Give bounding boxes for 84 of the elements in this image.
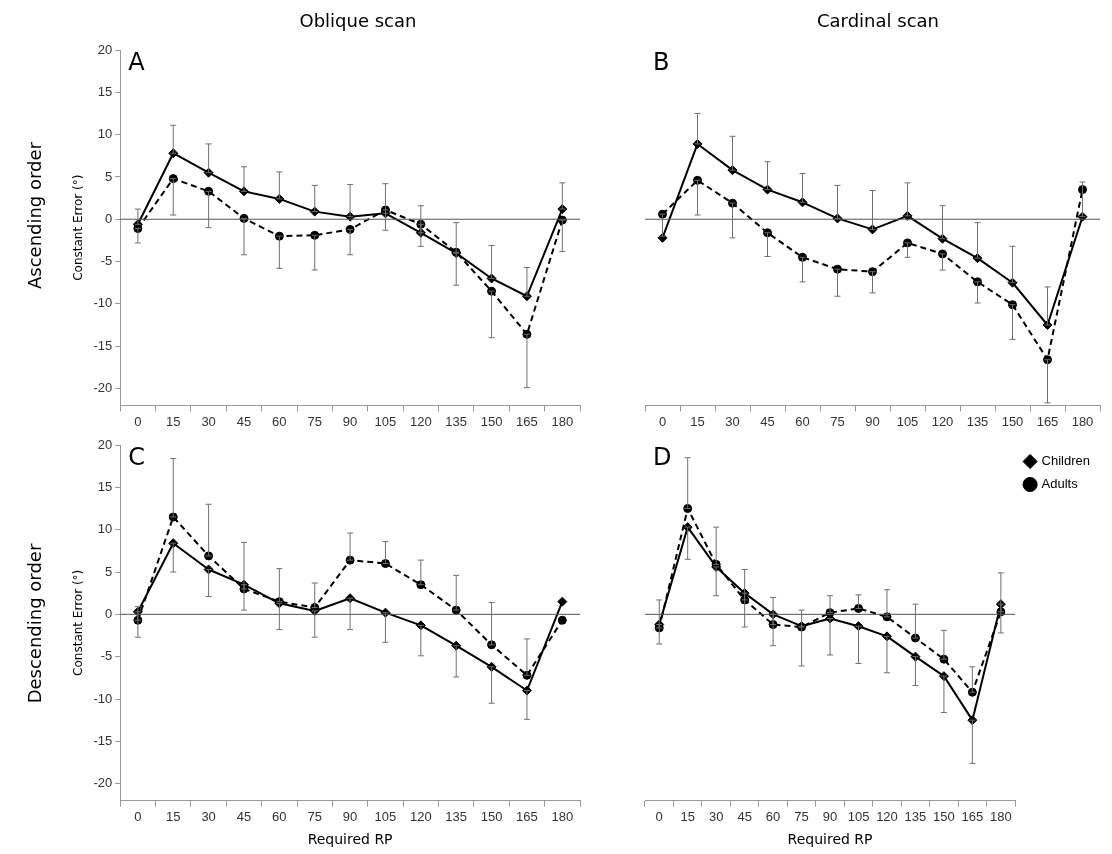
text: Cardinal scan	[816, 10, 940, 31]
y-tick-label: -15	[93, 732, 113, 748]
y-tick-label: -20	[93, 775, 113, 791]
x-tick-label: 30	[201, 808, 216, 824]
x-tick-label: 75	[794, 808, 809, 824]
x-tick-label: 30	[201, 413, 216, 429]
x-tick-label: 90	[342, 413, 358, 429]
x-axis-title: Required RP	[307, 831, 393, 848]
x-tick-label: 135	[445, 413, 468, 429]
x-tick-label: 30	[708, 808, 724, 824]
y-axis-title: Constant Error (°)	[71, 174, 86, 281]
y-tick-label: 5	[104, 168, 113, 184]
x-tick-label: 90	[342, 808, 358, 824]
x-tick-label: 45	[737, 808, 752, 824]
x-tick-label: 75	[307, 413, 322, 429]
x-tick-label: 120	[409, 808, 432, 824]
y-tick-label: -10	[93, 295, 113, 311]
x-tick-label: 45	[236, 413, 252, 429]
x-tick-label: 60	[272, 413, 287, 429]
x-tick-label: 0	[134, 808, 142, 824]
x-tick-label: 60	[795, 413, 810, 429]
x-tick-label: 180	[1071, 413, 1094, 429]
y-tick-label: 15	[97, 478, 113, 494]
x-tick-label: 45	[236, 808, 252, 824]
x-tick-label: 105	[374, 413, 397, 429]
text: Ascending order	[24, 141, 46, 290]
x-tick-label: 75	[307, 808, 322, 824]
x-tick-label: 15	[680, 808, 695, 824]
y-tick-label: -20	[93, 380, 113, 396]
x-tick-label: 15	[690, 413, 705, 429]
x-tick-label: 150	[1001, 413, 1024, 429]
x-tick-label: 30	[725, 413, 740, 429]
x-tick-label: 165	[516, 413, 538, 429]
x-tick-label: 165	[1036, 413, 1059, 429]
x-tick-label: 165	[961, 808, 984, 824]
y-tick-label: 15	[97, 83, 113, 99]
x-tick-label: 135	[904, 808, 927, 824]
chart-title: D	[653, 443, 672, 472]
text: Descending order	[24, 543, 46, 703]
x-tick-label: 0	[658, 413, 667, 429]
chart-title: B	[653, 48, 670, 77]
chart-title: A	[128, 48, 146, 77]
x-tick-label: 165	[516, 808, 538, 824]
x-tick-label: 180	[551, 413, 574, 429]
x-tick-label: 105	[847, 808, 870, 824]
x-tick-label: 60	[272, 808, 287, 824]
y-tick-label: 0	[104, 210, 113, 226]
y-tick-label: -5	[100, 253, 113, 269]
x-tick-label: 90	[822, 808, 838, 824]
y-tick-label: 20	[97, 41, 113, 57]
y-tick-label: -10	[93, 690, 113, 706]
x-tick-label: 120	[931, 413, 954, 429]
x-tick-label: 180	[990, 808, 1012, 824]
x-tick-label: 150	[480, 413, 503, 429]
x-tick-label: 90	[865, 413, 880, 429]
y-tick-label: 20	[97, 436, 113, 452]
y-tick-label: -15	[93, 337, 113, 353]
x-tick-label: 75	[830, 413, 845, 429]
legend-label: Children	[1041, 453, 1091, 469]
x-tick-label: 0	[655, 808, 663, 824]
x-tick-label: 45	[760, 413, 775, 429]
chart-title: C	[128, 443, 145, 472]
y-tick-label: 5	[104, 563, 113, 579]
y-axis-title: Constant Error (°)	[71, 569, 86, 676]
x-tick-label: 135	[445, 808, 468, 824]
y-tick-label: 0	[104, 605, 113, 621]
text: Oblique scan	[298, 10, 418, 31]
legend-label: Adults	[1041, 476, 1079, 492]
x-axis-title: Required RP	[787, 831, 873, 848]
x-tick-label: 150	[933, 808, 955, 824]
x-tick-label: 15	[166, 413, 181, 429]
x-tick-label: 105	[374, 808, 397, 824]
x-tick-label: 135	[966, 413, 989, 429]
x-tick-label: 120	[409, 413, 432, 429]
x-tick-label: 15	[166, 808, 181, 824]
x-tick-label: 0	[134, 413, 142, 429]
x-tick-label: 150	[480, 808, 503, 824]
x-tick-label: 60	[765, 808, 781, 824]
y-tick-label: 10	[97, 521, 113, 537]
x-tick-label: 180	[551, 808, 574, 824]
y-tick-label: -5	[100, 648, 113, 664]
x-tick-label: 120	[876, 808, 898, 824]
x-tick-label: 105	[896, 413, 919, 429]
y-tick-label: 10	[97, 126, 113, 142]
